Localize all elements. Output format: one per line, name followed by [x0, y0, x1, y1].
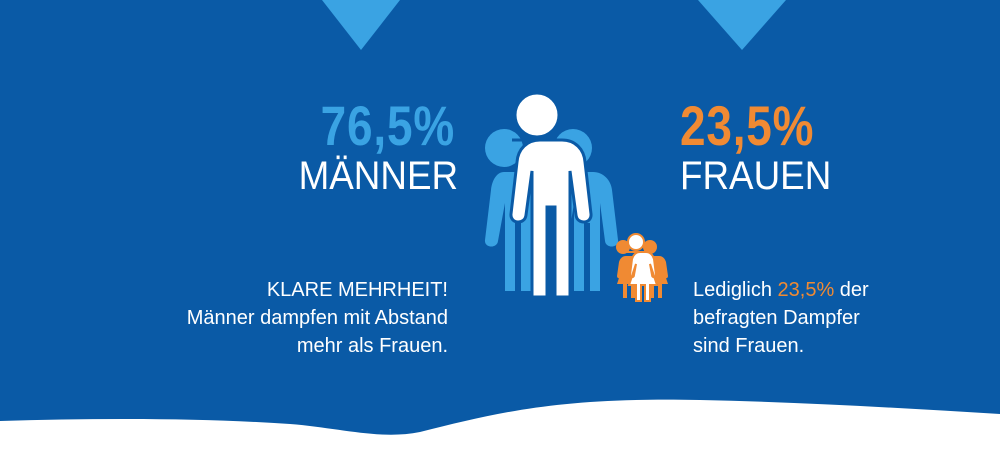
top-right-notch: [698, 0, 786, 50]
men-headline: KLARE MEHRHEIT!: [266, 279, 448, 301]
men-description: KLARE MEHRHEIT! Männer dampfen mit Absta…: [130, 276, 448, 360]
men-percentage: 76,5%: [320, 94, 455, 157]
women-stat: 23,5% FRAUEN: [680, 94, 880, 198]
women-percentage: 23,5%: [680, 94, 815, 157]
women-text-line-2: befragten Dampfer: [693, 307, 860, 329]
women-text-line-3: sind Frauen.: [693, 335, 805, 357]
women-text-highlight: 23,5%: [777, 279, 835, 301]
women-label: FRAUEN: [680, 154, 832, 198]
men-text-line-3: mehr als Frauen.: [296, 335, 448, 357]
women-text-prefix: Lediglich: [693, 279, 778, 301]
men-text-line-2: Männer dampfen mit Abstand: [186, 307, 448, 329]
top-left-notch: [322, 0, 400, 50]
women-group-icon: [614, 233, 668, 302]
men-label: MÄNNER: [298, 154, 459, 198]
women-text-suffix: der: [834, 279, 869, 301]
women-text-line-1: Lediglich 23,5% der: [693, 276, 953, 304]
women-description: Lediglich 23,5% der befragten Dampfer si…: [693, 276, 953, 360]
men-stat: 76,5% MÄNNER: [285, 94, 459, 198]
men-group-icon: [484, 91, 619, 299]
